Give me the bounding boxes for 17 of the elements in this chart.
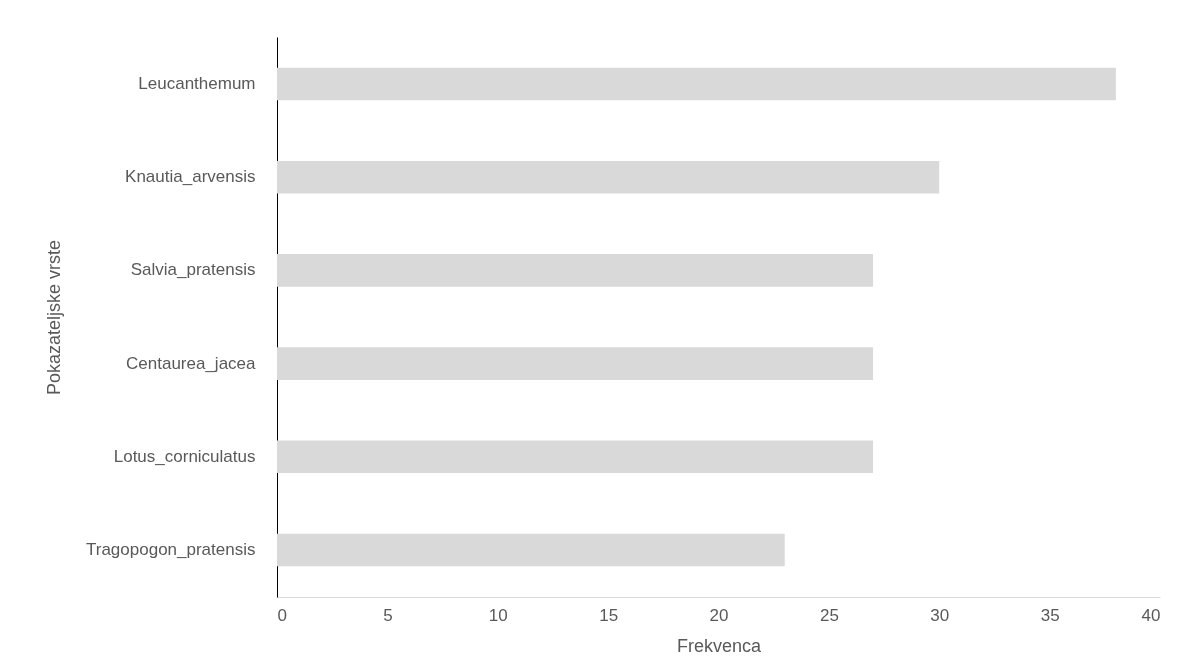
y-axis-title: Pokazateljske vrste bbox=[44, 239, 65, 396]
x-tick-label: 0 bbox=[277, 605, 287, 625]
x-tick-label: 10 bbox=[488, 605, 508, 625]
y-tick-label: Knautia_arvensis bbox=[125, 167, 256, 187]
x-tick-label: 35 bbox=[1040, 605, 1060, 625]
y-tick-label: Tragopogon_pratensis bbox=[86, 539, 256, 559]
x-tick-label: 40 bbox=[1141, 605, 1161, 625]
y-tick-label: Leucanthemum bbox=[138, 74, 256, 94]
y-tick-label: Centaurea_jacea bbox=[126, 353, 257, 373]
x-tick-label: 30 bbox=[930, 605, 950, 625]
x-tick-label: 15 bbox=[599, 605, 619, 625]
x-axis-title: Frekvenca bbox=[676, 635, 762, 656]
y-tick-label: Salvia_pratensis bbox=[130, 260, 256, 280]
x-tick-label: 5 bbox=[383, 605, 393, 625]
y-tick-label: Lotus_corniculatus bbox=[113, 446, 256, 466]
x-tick-label: 20 bbox=[709, 605, 729, 625]
x-tick-label: 25 bbox=[819, 605, 839, 625]
